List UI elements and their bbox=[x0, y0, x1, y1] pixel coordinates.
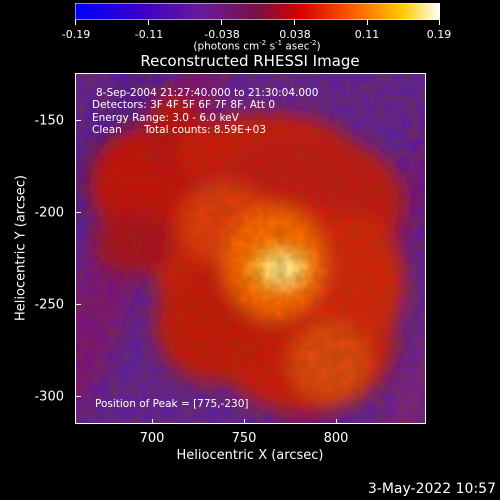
energy-range-text: Energy Range: 3.0 - 6.0 keV bbox=[92, 112, 239, 124]
peak-position-text: Position of Peak = [775,-230] bbox=[95, 398, 249, 410]
footer-date: 3-May-2022 10:57 bbox=[367, 481, 496, 497]
y-tick-label: -200 bbox=[34, 205, 64, 221]
y-tick-label: -150 bbox=[34, 113, 64, 129]
x-tick-label: 700 bbox=[139, 431, 165, 446]
detectors-text: Detectors: 3F 4F 5F 6F 7F 8F, Att 0 bbox=[92, 99, 276, 111]
x-tick-label: 800 bbox=[323, 431, 349, 446]
colorbar-tick-label: -0.11 bbox=[134, 28, 164, 41]
plot-title: Reconstructed RHESSI Image bbox=[140, 52, 360, 70]
colorbar-tick-label: 0.11 bbox=[354, 28, 380, 41]
y-tick-label: -250 bbox=[34, 297, 64, 313]
y-axis-label: Heliocentric Y (arcsec) bbox=[13, 175, 29, 321]
colorbar-tick-label: -0.19 bbox=[61, 28, 91, 41]
total-counts-text: Total counts: 8.59E+03 bbox=[144, 124, 267, 136]
colorbar-tick-label: 0.19 bbox=[426, 28, 452, 41]
colorbar-tick-label: 0.038 bbox=[279, 28, 311, 41]
colorbar bbox=[75, 3, 440, 20]
time-range: 8-Sep-2004 21:27:40.000 to 21:30:04.000 bbox=[96, 87, 319, 99]
y-tick-label: -300 bbox=[34, 389, 64, 405]
colorbar-units: (photons cm-2 s-1 asec-2) bbox=[193, 39, 321, 53]
rhessi-image bbox=[75, 73, 426, 424]
colorbar-tick-label: -0.038 bbox=[204, 28, 240, 41]
algorithm-text: Clean bbox=[92, 124, 122, 136]
x-axis-label: Heliocentric X (arcsec) bbox=[176, 448, 324, 463]
x-tick-label: 750 bbox=[231, 431, 257, 446]
